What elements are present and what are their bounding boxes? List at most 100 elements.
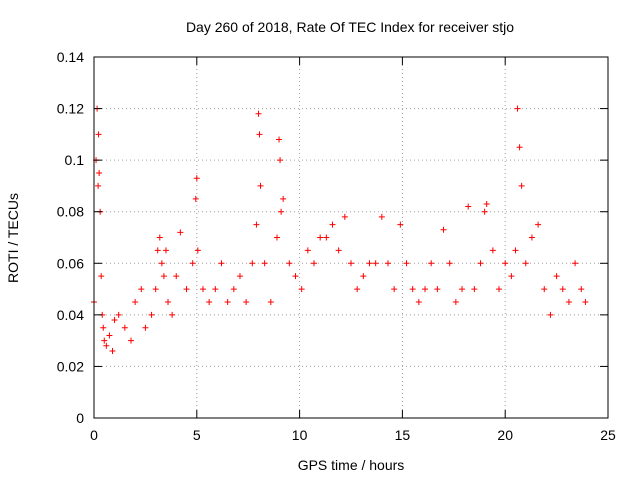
- data-point: [502, 260, 509, 267]
- data-point: [354, 286, 361, 293]
- data-point: [249, 260, 256, 267]
- data-point: [572, 260, 579, 267]
- data-point: [96, 170, 103, 177]
- data-point: [103, 342, 110, 349]
- y-tick-label: 0.04: [57, 307, 84, 323]
- data-point: [267, 298, 274, 305]
- data-point: [415, 298, 422, 305]
- data-point: [559, 286, 566, 293]
- y-tick-label: 0.12: [57, 101, 84, 117]
- data-point: [148, 311, 155, 318]
- data-point: [348, 260, 354, 267]
- data-point: [553, 273, 560, 280]
- data-point: [535, 221, 542, 228]
- data-point: [578, 286, 585, 293]
- data-point: [496, 286, 503, 293]
- data-point: [156, 234, 163, 241]
- y-tick-label: 0.02: [57, 358, 84, 374]
- x-tick-label: 25: [600, 427, 616, 443]
- data-point: [253, 221, 260, 228]
- data-point: [292, 273, 299, 280]
- y-tick-label: 0.14: [57, 49, 84, 65]
- data-point: [428, 260, 435, 267]
- data-points: [91, 105, 589, 354]
- data-point: [243, 298, 250, 305]
- data-point: [189, 260, 196, 267]
- data-point: [100, 324, 107, 331]
- data-point: [582, 298, 589, 305]
- data-point: [192, 195, 199, 202]
- data-point: [158, 260, 165, 267]
- data-point: [528, 234, 535, 241]
- data-point: [193, 175, 200, 182]
- data-point: [471, 286, 478, 293]
- data-point: [323, 234, 330, 241]
- data-point: [132, 298, 139, 305]
- data-point: [199, 286, 206, 293]
- data-point: [206, 298, 213, 305]
- data-point: [128, 337, 135, 344]
- data-point: [121, 324, 128, 331]
- x-tick-label: 15: [395, 427, 411, 443]
- x-axis-ticks: 0 5 10 15 20 25: [90, 57, 616, 443]
- data-point: [152, 286, 159, 293]
- data-point: [95, 131, 102, 138]
- data-point: [280, 195, 287, 202]
- data-point: [459, 286, 466, 293]
- data-point: [360, 273, 367, 280]
- data-point: [335, 247, 342, 254]
- data-point: [115, 311, 122, 318]
- data-point: [547, 311, 554, 318]
- data-point: [111, 317, 118, 324]
- data-point: [422, 286, 429, 293]
- data-point: [224, 298, 231, 305]
- y-tick-label: 0.08: [57, 204, 84, 220]
- data-point: [98, 273, 105, 280]
- data-point: [236, 273, 243, 280]
- data-point: [273, 234, 280, 241]
- x-tick-label: 10: [292, 427, 308, 443]
- data-point: [403, 260, 410, 267]
- data-point: [160, 273, 167, 280]
- data-point: [169, 311, 176, 318]
- data-point: [440, 226, 447, 233]
- data-point: [378, 213, 385, 220]
- x-tick-label: 20: [497, 427, 513, 443]
- data-point: [329, 221, 336, 228]
- data-point: [446, 260, 453, 267]
- data-point: [165, 298, 172, 305]
- chart-title: Day 260 of 2018, Rate Of TEC Index for r…: [186, 19, 514, 35]
- data-point: [194, 247, 201, 254]
- data-point: [95, 182, 102, 189]
- data-point: [276, 136, 283, 143]
- data-point: [508, 273, 515, 280]
- data-point: [278, 208, 285, 215]
- data-point: [391, 286, 398, 293]
- data-point: [142, 324, 149, 331]
- data-point: [154, 247, 161, 254]
- data-point: [477, 260, 484, 267]
- data-point: [518, 182, 525, 189]
- data-point: [541, 286, 548, 293]
- data-point: [310, 260, 317, 267]
- data-point: [277, 157, 284, 164]
- data-point: [138, 286, 145, 293]
- data-point: [255, 110, 262, 117]
- data-point: [257, 182, 264, 189]
- data-point: [218, 260, 225, 267]
- data-point: [465, 203, 472, 210]
- data-point: [512, 247, 519, 254]
- y-tick-label: 0.1: [65, 152, 85, 168]
- data-point: [177, 229, 184, 236]
- y-axis-title: ROTI / TECUs: [5, 193, 21, 283]
- x-tick-label: 0: [90, 427, 98, 443]
- data-point: [101, 337, 108, 344]
- y-axis-ticks: 0 0.02 0.04 0.06 0.08 0.1 0.12 0.14: [57, 49, 608, 426]
- data-point: [489, 247, 496, 254]
- data-point: [286, 260, 293, 267]
- data-point: [173, 273, 180, 280]
- data-point: [298, 286, 305, 293]
- y-tick-label: 0.06: [57, 255, 84, 271]
- data-point: [385, 260, 392, 267]
